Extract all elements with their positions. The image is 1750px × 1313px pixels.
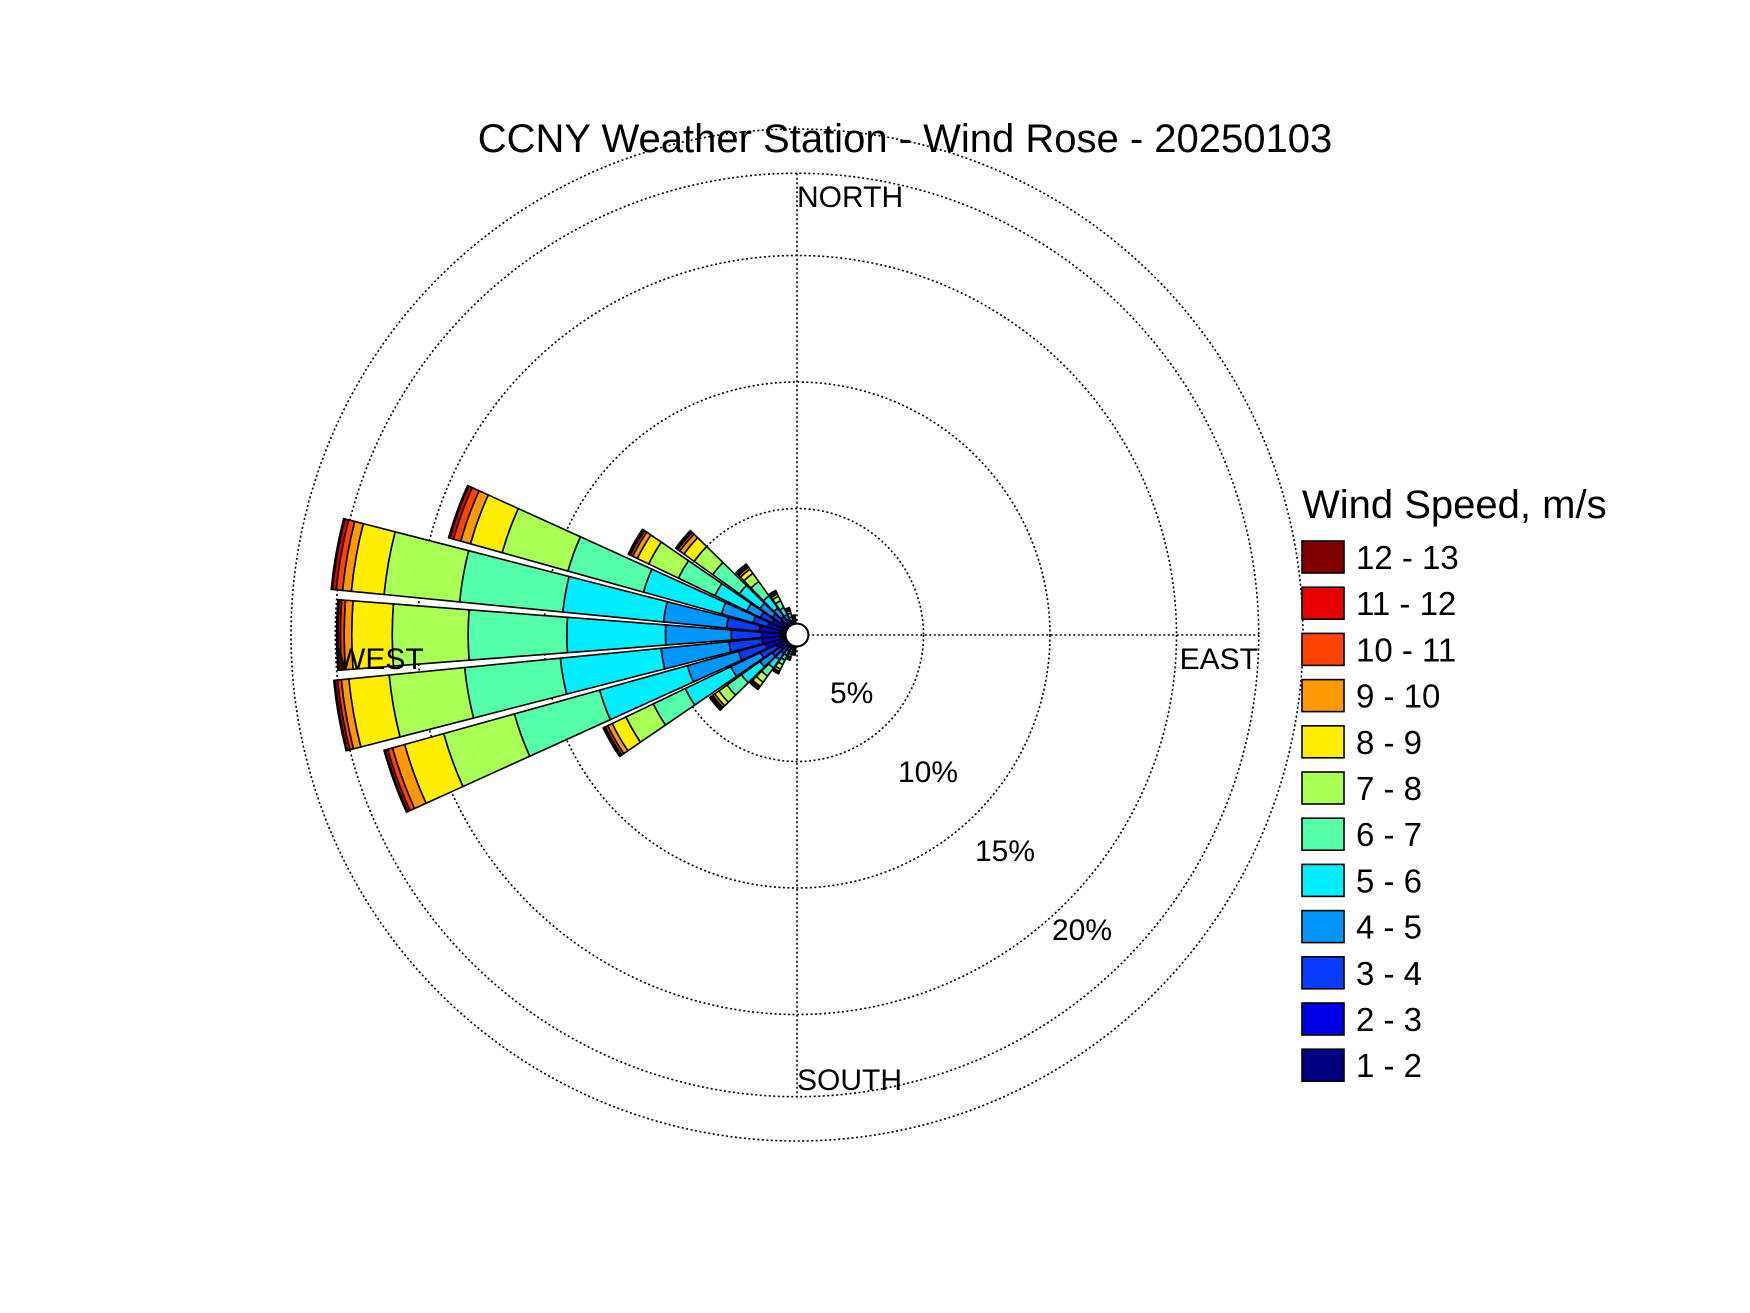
legend-label: 11 - 12 [1356,585,1456,622]
sector-330 [768,589,793,627]
sector-280 [330,517,787,635]
legend-swatch [1301,771,1345,805]
legend-label: 2 - 3 [1356,1001,1422,1038]
legend-swatch [1301,1002,1345,1036]
legend-swatch [1301,632,1345,667]
legend-item: 5 - 6 [1301,862,1422,899]
legend-item: 7 - 8 [1301,770,1422,807]
legend-label: 3 - 4 [1356,955,1422,992]
legend-label: 10 - 11 [1356,631,1456,668]
legend-label: 7 - 8 [1356,770,1422,807]
sector-330-bin-12 [768,589,777,596]
calm-center [784,622,810,648]
sector-230-bin-12 [708,696,722,712]
sector-310-bin-12 [674,529,693,550]
sector-190-bin-12 [791,653,796,656]
legend-swatch [1301,817,1345,852]
legend-item: 3 - 4 [1301,955,1422,992]
sector-350-bin-12 [791,614,796,617]
ring-labels: 5% 10% 15% 20% [830,677,1112,947]
sector-290-bin-12 [447,484,470,539]
legend-label: 1 - 2 [1356,1047,1422,1084]
compass-west-label: WEST [337,643,424,676]
sector-340-bin-12 [784,606,791,611]
legend-swatch [1301,678,1345,713]
ring-label-3: 15% [975,835,1035,868]
legend-item: 6 - 7 [1301,816,1422,853]
sector-290 [447,484,788,633]
legend: 12 - 13 11 - 12 10 - 11 9 - 10 8 - 9 7 - 8 6 -… [1301,539,1459,1084]
ring-label-1: 5% [830,677,873,710]
legend-label: 6 - 7 [1356,816,1422,853]
legend-swatch [1301,955,1345,990]
legend-item: 8 - 9 [1301,724,1422,761]
compass-east-label: EAST [1180,643,1258,676]
legend-swatch [1301,1048,1345,1082]
legend-swatch [1301,586,1345,621]
ring-label-2: 10% [898,756,958,789]
wind-sectors [330,484,797,813]
legend-item: 11 - 12 [1301,585,1456,622]
ring-label-4: 20% [1052,914,1112,947]
legend-label: 5 - 6 [1356,862,1422,899]
sector-310 [674,529,790,630]
legend-label: 9 - 10 [1356,678,1440,715]
legend-swatch [1301,724,1345,759]
legend-label: 12 - 13 [1356,539,1459,576]
calm-circle [784,622,810,648]
legend-title: Wind Speed, m/s [1302,483,1607,527]
sector-240-bin-12 [602,726,622,758]
sector-260-bin-7 [388,666,475,738]
chart-title: CCNY Weather Station - Wind Rose - 20250… [478,117,1333,161]
grid-ring-2 [543,381,1051,889]
sector-210-bin-12 [771,669,780,675]
sector-270-bin-6 [467,608,569,662]
compass-south-label: SOUTH [797,1064,902,1097]
sector-210 [771,643,793,675]
sector-300 [627,528,789,631]
legend-item: 12 - 13 [1301,539,1459,576]
sector-270 [335,598,787,672]
legend-swatch [1301,540,1345,574]
legend-item: 2 - 3 [1301,1001,1422,1038]
sector-300-bin-12 [627,528,645,556]
sector-280-bin-12 [330,517,346,591]
sector-200-bin-12 [785,657,791,661]
sector-220 [749,642,792,691]
sector-250-bin-12 [383,749,409,813]
legend-item: 1 - 2 [1301,1047,1422,1084]
legend-swatch [1301,909,1345,944]
sector-250 [383,637,788,813]
legend-swatch [1301,863,1345,898]
legend-label: 8 - 9 [1356,724,1422,761]
sector-240 [602,639,789,758]
sector-200 [785,644,795,661]
sector-260-bin-12 [332,679,349,752]
legend-item: 9 - 10 [1301,678,1440,715]
legend-item: 10 - 11 [1301,631,1456,668]
sector-320-bin-12 [735,563,748,575]
legend-label: 4 - 5 [1356,909,1422,946]
sector-280-bin-7 [383,531,470,603]
sector-220-bin-12 [749,681,760,691]
legend-item: 4 - 5 [1301,909,1422,946]
compass-north-label: NORTH [797,181,903,214]
sector-270-bin-12 [335,598,340,672]
sector-260 [332,635,787,752]
sector-270-bin-5 [565,616,667,654]
sector-230 [708,640,790,712]
